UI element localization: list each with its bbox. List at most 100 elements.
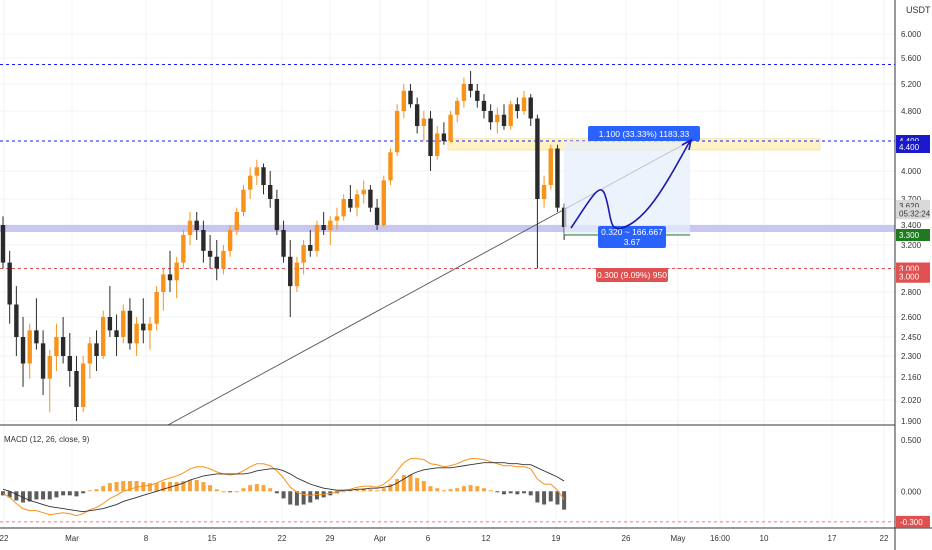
time-tick-label: 12: [482, 534, 491, 543]
macd-histogram-bar: [221, 491, 226, 493]
price-tick-label: 1.900: [901, 417, 922, 426]
macd-histogram-bar: [94, 489, 99, 492]
macd-histogram-bar: [361, 488, 366, 492]
price-badge-label: 4.400: [899, 143, 920, 152]
price-tick-label: 2.300: [901, 352, 922, 361]
macd-histogram-bar: [301, 491, 306, 505]
time-tick-label: Apr: [374, 534, 387, 543]
macd-histogram-bar: [355, 489, 360, 492]
candle-body: [167, 274, 173, 281]
candle-body: [541, 185, 547, 199]
candle-body: [154, 292, 159, 324]
candle-body: [80, 363, 86, 407]
macd-histogram-bar: [308, 491, 313, 503]
candle-body: [174, 262, 179, 281]
candle-body: [535, 118, 540, 199]
price-tick-label: 6.000: [901, 30, 922, 39]
macd-histogram-bar: [368, 489, 373, 492]
currency-label[interactable]: USDT: [906, 5, 931, 15]
macd-histogram-bar: [535, 491, 540, 503]
macd-histogram-bar: [234, 491, 239, 493]
candle-body: [548, 148, 553, 185]
candle-body: [207, 250, 213, 257]
candle-body: [274, 199, 280, 230]
price-badge-label: 3.300: [899, 231, 920, 240]
candles: [0, 71, 567, 421]
price-badge-label: 3.620: [899, 202, 920, 211]
entry-label-line1: 0.320 ~ 166.667: [601, 227, 663, 237]
macd-histogram-bar: [348, 490, 353, 492]
candle-body: [67, 356, 72, 371]
support-zone: [0, 225, 895, 232]
price-badge-box: [896, 207, 930, 220]
macd-histogram-bar: [7, 491, 12, 498]
candle-body: [101, 317, 106, 356]
candle-body: [74, 371, 79, 407]
macd-histogram-bar: [475, 486, 480, 492]
projection-curve: [570, 140, 691, 230]
macd-histogram-bar: [502, 491, 506, 495]
macd-histogram-bar: [555, 491, 560, 505]
price-tick-label: 4.000: [901, 167, 922, 176]
candle-body: [475, 90, 480, 101]
time-tick-label: Mar: [65, 534, 79, 543]
time-tick-label: 8: [144, 534, 149, 543]
candle-body: [0, 225, 6, 263]
macd-histogram-bar: [515, 491, 520, 495]
candle-body: [47, 356, 52, 379]
candle-body: [288, 256, 293, 287]
macd-histogram-bar: [441, 490, 446, 492]
macd-histogram-bar: [201, 482, 206, 492]
macd-histogram-bar: [87, 490, 92, 492]
macd-histogram-bar: [228, 491, 233, 493]
candle-body: [354, 194, 360, 208]
price-badge-box: [896, 270, 930, 283]
candle-body: [488, 111, 493, 123]
price-tick-label: 5.200: [901, 80, 922, 89]
macd-histogram-bar: [67, 491, 72, 496]
macd-badge-label: -0.300: [900, 518, 923, 527]
candle-body: [394, 111, 400, 153]
candle-body: [328, 220, 333, 230]
macd-histogram-bar: [107, 483, 112, 492]
macd-histogram-bar: [421, 481, 426, 492]
candle-body: [401, 90, 406, 111]
macd-histogram-bar: [542, 491, 547, 505]
candle-body: [314, 225, 320, 251]
macd-histogram-bar: [74, 491, 79, 497]
candle-body: [134, 323, 139, 344]
price-badge-label: 05:32:24: [899, 209, 931, 218]
stop-label: 0.300 (9.09%) 950: [597, 270, 667, 280]
price-tick-label: 2.160: [901, 373, 922, 382]
candle-body: [214, 256, 219, 269]
macd-histogram-bar: [288, 491, 293, 505]
candle-body: [461, 84, 467, 101]
macd-histogram-bar: [261, 485, 266, 492]
macd-histogram-bar: [241, 488, 246, 492]
stop-label-box: [596, 268, 668, 282]
macd-histogram-bar: [34, 491, 39, 500]
candle-body: [7, 262, 12, 305]
macd-histogram-bar: [154, 483, 159, 492]
projection-path: [570, 138, 693, 230]
macd-histogram-bar: [435, 488, 440, 492]
price-tick-label: 2.450: [901, 333, 922, 342]
time-tick-label: 22: [880, 534, 889, 543]
candle-body: [374, 207, 380, 225]
macd-histogram-bar: [54, 491, 59, 498]
candle-body: [34, 330, 39, 344]
time-tick-label: 22: [278, 534, 287, 543]
position-tool[interactable]: 1.100 (33.33%) 1183.33 0.320 ~ 166.6673.6…: [564, 126, 700, 282]
time-tick-label: 6: [426, 534, 431, 543]
macd-histogram-bar: [188, 480, 193, 492]
macd-tick-label: 0.000: [901, 487, 922, 496]
candle-body: [234, 212, 239, 230]
macd-histogram-bar: [522, 491, 527, 494]
candle-body: [508, 104, 513, 126]
candle-body: [421, 118, 427, 126]
macd-histogram-bar: [388, 484, 393, 492]
candle-body: [501, 114, 507, 126]
macd-histogram-bar: [214, 489, 219, 492]
price-tick-label: 2.600: [901, 313, 922, 322]
entry-label-box: [598, 226, 666, 248]
